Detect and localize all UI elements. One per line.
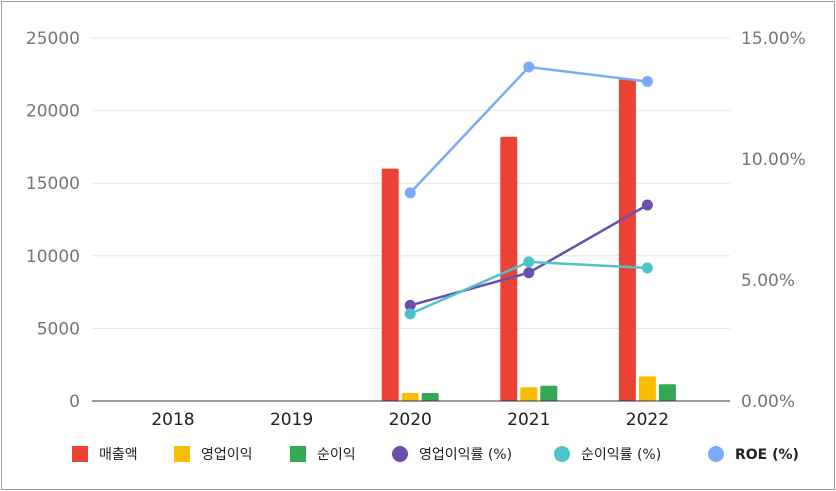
bar-순이익 (421, 393, 439, 401)
bar-영업이익 (638, 376, 656, 401)
right-tick-label: 5.00% (741, 271, 795, 291)
line-ROE (%) (409, 65, 648, 194)
left-tick-label: 0 (69, 392, 80, 412)
legend-label: 매출액 (99, 447, 138, 463)
legend-swatch (554, 446, 570, 462)
legend-swatch (290, 446, 306, 462)
point-순이익률 (%) (641, 262, 653, 274)
legend-item: ROE (%) (708, 446, 799, 463)
legend-swatch (174, 446, 190, 462)
legend-swatch (708, 446, 724, 462)
point-순이익률 (%) (404, 308, 416, 320)
bar-순이익 (658, 384, 676, 401)
legend-item: 영업이익률 (%) (392, 446, 512, 463)
legend-swatch (72, 446, 88, 462)
point-영업이익률 (%) (404, 299, 416, 311)
point-ROE (%) (523, 61, 535, 73)
left-tick-label: 20000 (26, 102, 80, 122)
right-tick-label: 0.00% (741, 392, 795, 412)
legend-item: 매출액 (72, 446, 138, 463)
legend-label: 순이익 (317, 447, 356, 463)
series-points (404, 61, 653, 320)
x-tick-label: 2019 (270, 410, 313, 430)
right-tick-label: 10.00% (741, 150, 806, 170)
point-ROE (%) (404, 187, 416, 199)
legend-item: 순이익률 (%) (554, 446, 661, 463)
legend-item: 영업이익 (174, 446, 253, 463)
x-tick-label: 2020 (389, 410, 432, 430)
bar-영업이익 (401, 393, 419, 401)
bar-매출액 (500, 136, 518, 401)
left-tick-label: 5000 (37, 319, 80, 339)
legend-label: ROE (%) (735, 447, 799, 463)
bar-매출액 (381, 168, 399, 401)
legend-swatch (392, 446, 408, 462)
right-axis-ticks: 0.00% 5.00% 10.00% 15.00% (741, 29, 806, 412)
legend-label: 영업이익률 (%) (419, 447, 512, 463)
x-axis-ticks: 2018 2019 2020 2021 2022 (151, 410, 669, 430)
x-tick-label: 2021 (507, 410, 550, 430)
bar-영업이익 (520, 387, 538, 401)
x-tick-label: 2018 (151, 410, 194, 430)
left-tick-label: 10000 (26, 247, 80, 267)
legend-item: 순이익 (290, 446, 356, 463)
legend: 매출액 영업이익 순이익 영업이익률 (%) 순이익률 (%) ROE (%) (72, 446, 799, 463)
right-tick-label: 15.00% (741, 29, 806, 49)
point-순이익률 (%) (523, 256, 535, 268)
bar-매출액 (618, 78, 636, 401)
point-영업이익률 (%) (641, 199, 653, 211)
bars (381, 78, 676, 401)
x-tick-label: 2022 (626, 410, 669, 430)
point-영업이익률 (%) (523, 267, 535, 279)
left-axis-ticks: 0 5000 10000 15000 20000 25000 (26, 29, 80, 412)
legend-label: 영업이익 (201, 447, 253, 463)
point-ROE (%) (641, 76, 653, 88)
line-영업이익률 (%) (409, 203, 649, 307)
left-tick-label: 15000 (26, 174, 80, 194)
bar-순이익 (540, 385, 558, 401)
legend-label: 순이익률 (%) (581, 447, 661, 463)
left-tick-label: 25000 (26, 29, 80, 49)
